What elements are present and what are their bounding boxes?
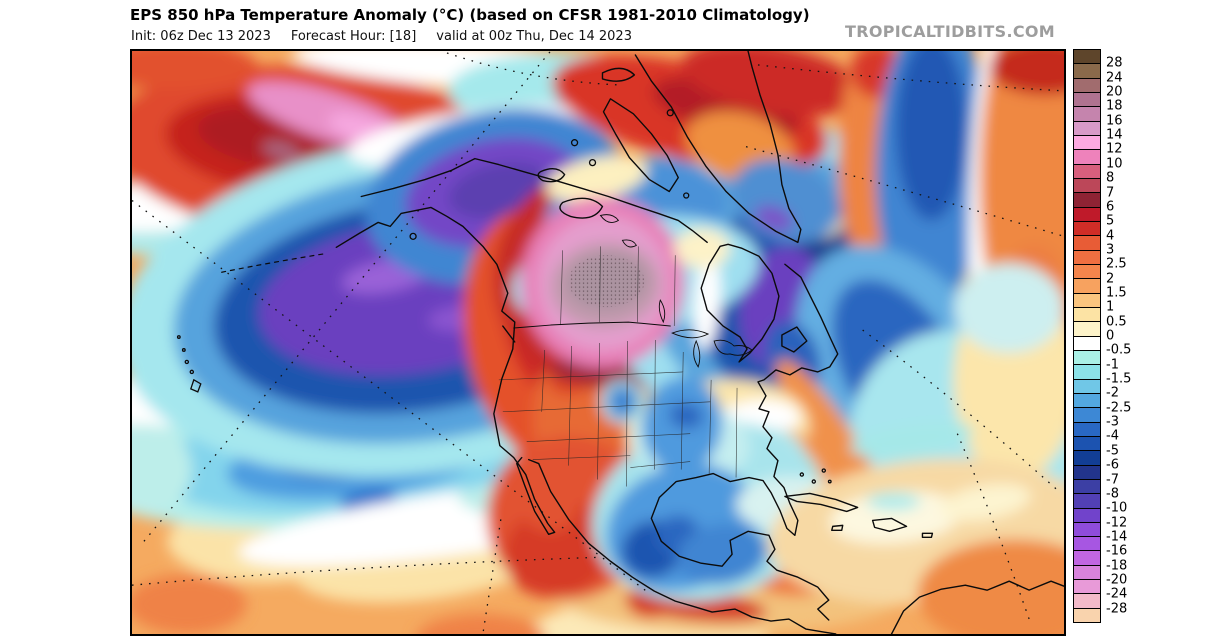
init-time: Init: 06z Dec 13 2023 (131, 29, 271, 44)
colorbar-labels: 28 24 20 18 16 14 12 10 8 7 6 5 4 3 2.5 2 1.5 1 0.5 0 -0.5 -1… (1106, 49, 1156, 623)
colorbar-segment (1074, 565, 1100, 581)
colorbar-segment (1074, 78, 1100, 93)
colorbar-segment (1074, 365, 1100, 380)
colorbar-segment (1074, 608, 1100, 623)
temperature-anomaly-field (132, 51, 1064, 634)
colorbar-segment (1074, 393, 1100, 409)
colorbar-tick-label: 0 (1106, 328, 1115, 344)
colorbar-tick-label: -2.5 (1106, 400, 1132, 416)
state-province-borders (498, 246, 738, 487)
colorbar-segment (1074, 594, 1100, 609)
colorbar-tick-label: -18 (1106, 558, 1128, 574)
anomaly-map (132, 51, 1064, 634)
colorbar (1073, 49, 1101, 623)
valid-time: valid at 00z Thu, Dec 14 2023 (436, 29, 632, 44)
colorbar-tick-label: 8 (1106, 170, 1115, 186)
colorbar-segment (1074, 422, 1100, 437)
colorbar-tick-label: 7 (1106, 185, 1115, 200)
stipple-core-overlay (568, 255, 645, 308)
colorbar-segment (1074, 537, 1100, 552)
colorbar-tick-label: 2 (1106, 271, 1115, 287)
colorbar-tick-label: -3 (1106, 414, 1119, 430)
colorbar-segment (1074, 436, 1100, 452)
map-panel (130, 49, 1066, 636)
colorbar-segment (1074, 522, 1100, 538)
colorbar-segment (1074, 50, 1100, 65)
colorbar-tick-label: 2.5 (1106, 256, 1127, 272)
colorbar-segment (1074, 479, 1100, 495)
colorbar-tick-label: 0.5 (1106, 314, 1127, 330)
colorbar-tick-label: -7 (1106, 472, 1119, 487)
colorbar-segment (1074, 121, 1100, 136)
colorbar-tick-label: 18 (1106, 98, 1123, 114)
colorbar-tick-label: -2 (1106, 385, 1119, 401)
colorbar-segment (1074, 293, 1100, 308)
colorbar-segment (1074, 465, 1100, 480)
colorbar-segment (1074, 92, 1100, 108)
colorbar-segment (1074, 264, 1100, 280)
colorbar-tick-label: -1.5 (1106, 371, 1132, 387)
colorbar-tick-label: -14 (1106, 529, 1128, 545)
coastlines (221, 51, 1064, 634)
colorbar-tick-label: -20 (1106, 572, 1128, 588)
colorbar-tick-label: -1 (1106, 357, 1119, 373)
colorbar-segment (1074, 207, 1100, 222)
colorbar-segment (1074, 379, 1100, 394)
colorbar-segment (1074, 551, 1100, 566)
page-title: EPS 850 hPa Temperature Anomaly (°C) (ba… (130, 6, 810, 24)
init-forecast-line: Init: 06z Dec 13 2023 Forecast Hour: [18]… (131, 29, 652, 44)
colorbar-segment (1074, 350, 1100, 366)
colorbar-tick-label: -16 (1106, 543, 1128, 559)
colorbar-tick-label: 12 (1106, 141, 1123, 157)
colorbar-tick-label: 10 (1106, 156, 1123, 172)
colorbar-segment (1074, 250, 1100, 265)
colorbar-tick-label: 14 (1106, 127, 1123, 143)
colorbar-tick-label: -0.5 (1106, 342, 1132, 358)
colorbar-tick-label: 1.5 (1106, 285, 1127, 301)
colorbar-tick-label: 4 (1106, 228, 1115, 244)
colorbar-segment (1074, 236, 1100, 251)
aleutian-islands (221, 252, 328, 273)
colorbar-segment (1074, 221, 1100, 237)
colorbar-segment (1074, 164, 1100, 179)
colorbar-segment (1074, 64, 1100, 79)
colorbar-tick-label: -24 (1106, 586, 1128, 602)
colorbar-segment (1074, 135, 1100, 151)
colorbar-segment (1074, 451, 1100, 466)
graticule-dotted-lines (132, 51, 1064, 634)
colorbar-segment (1074, 508, 1100, 523)
colorbar-tick-label: 16 (1106, 113, 1123, 129)
colorbar-tick-label: 24 (1106, 70, 1123, 86)
colorbar-tick-label: 5 (1106, 213, 1115, 229)
colorbar-tick-label: -28 (1106, 601, 1128, 617)
colorbar-tick-label: 20 (1106, 84, 1123, 100)
colorbar-segment (1074, 279, 1100, 294)
colorbar-segment (1074, 307, 1100, 323)
colorbar-tick-label: -10 (1106, 500, 1128, 516)
colorbar-tick-label: 6 (1106, 199, 1115, 215)
tropicaltidbits-watermark: TROPICALTIDBITS.COM (845, 22, 1055, 41)
forecast-hour: Forecast Hour: [18] (290, 29, 417, 44)
colorbar-tick-label: 1 (1106, 299, 1115, 315)
colorbar-segment (1074, 107, 1100, 122)
colorbar-tick-label: -6 (1106, 457, 1119, 473)
colorbar-segment (1074, 336, 1100, 351)
lakes (599, 214, 753, 368)
colorbar-segment (1074, 193, 1100, 208)
islands (176, 109, 832, 484)
colorbar-segment (1074, 178, 1100, 194)
colorbar-tick-label: 28 (1106, 55, 1123, 71)
colorbar-tick-label: 3 (1106, 242, 1115, 258)
colorbar-segment (1074, 580, 1100, 595)
colorbar-segment (1074, 408, 1100, 423)
colorbar-tick-label: -5 (1106, 443, 1119, 459)
colorbar-segment (1074, 322, 1100, 337)
colorbar-tick-label: -12 (1106, 515, 1128, 531)
colorbar-tick-label: -4 (1106, 428, 1119, 444)
colorbar-segment (1074, 494, 1100, 509)
colorbar-segment (1074, 150, 1100, 165)
colorbar-tick-label: -8 (1106, 486, 1119, 502)
